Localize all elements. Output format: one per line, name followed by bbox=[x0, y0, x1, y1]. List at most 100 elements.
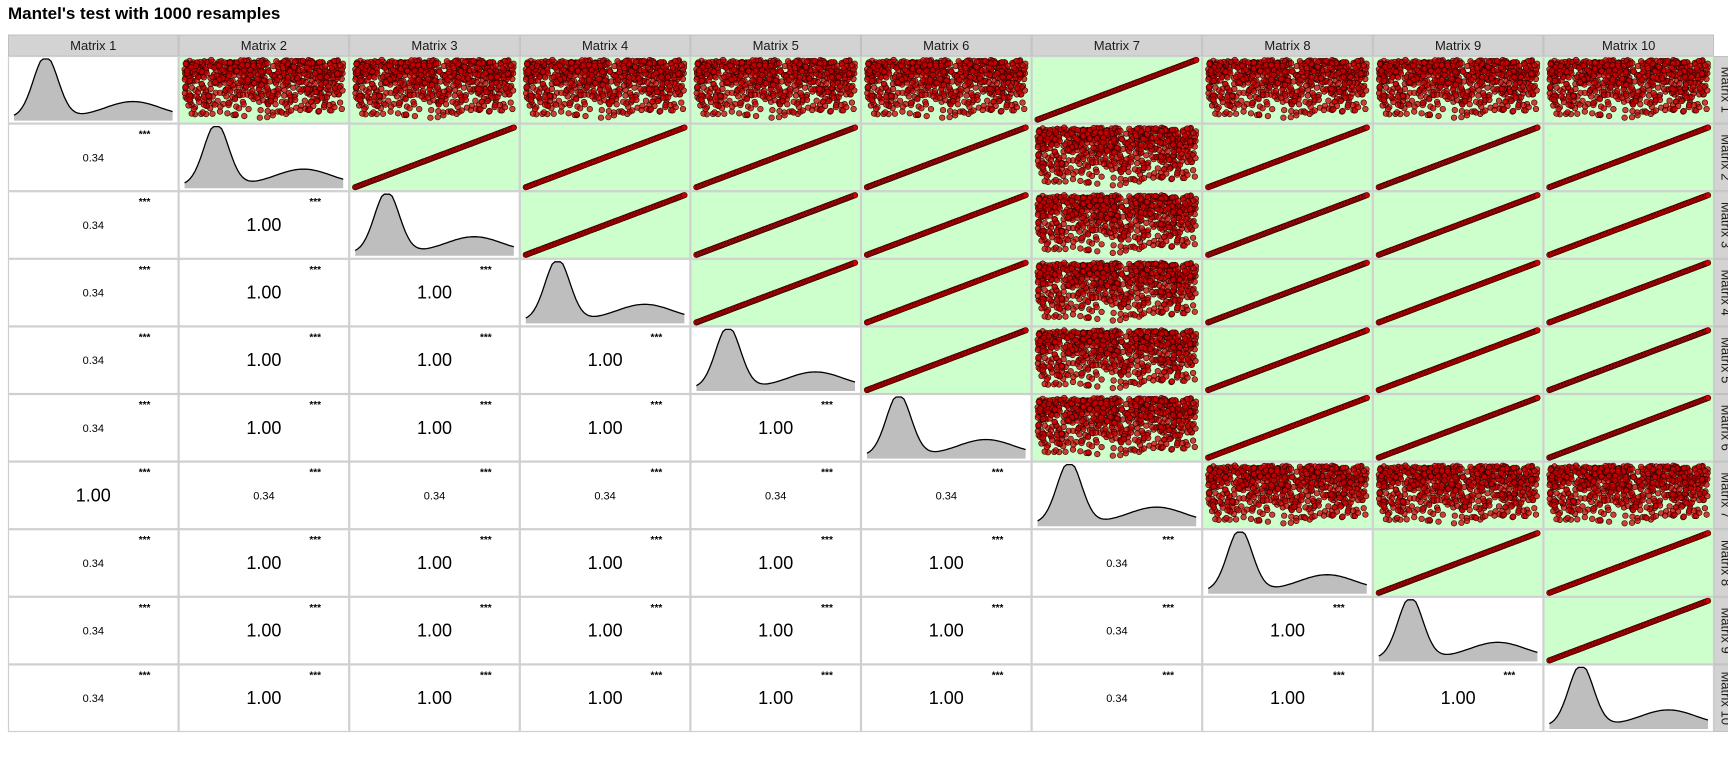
scatter-point bbox=[435, 107, 442, 115]
scatter-point bbox=[496, 83, 503, 90]
scatter-point bbox=[882, 109, 889, 116]
scatter-point bbox=[1491, 106, 1498, 114]
scatter-point bbox=[184, 67, 191, 74]
scatter-point bbox=[529, 84, 537, 91]
scatter-point bbox=[546, 92, 553, 100]
scatter-point bbox=[994, 88, 1002, 96]
scatter-point bbox=[1426, 96, 1433, 103]
scatter-point bbox=[371, 101, 378, 108]
scatter-point bbox=[1393, 109, 1401, 116]
scatter-point bbox=[996, 97, 1003, 105]
scatter-point bbox=[833, 62, 841, 69]
scatter-panel bbox=[349, 55, 520, 124]
scatter-point bbox=[675, 70, 682, 77]
scatter-point bbox=[361, 105, 368, 112]
scatter-point bbox=[622, 92, 629, 99]
scatter-point bbox=[380, 110, 387, 117]
scatter-point bbox=[364, 93, 371, 100]
column-label: Matrix 4 bbox=[582, 38, 628, 53]
scatter-point bbox=[998, 107, 1005, 115]
scatter-point bbox=[235, 105, 243, 112]
scatter-point bbox=[779, 97, 786, 105]
scatter-point bbox=[331, 104, 338, 111]
scatter-point bbox=[752, 101, 759, 108]
density-panel bbox=[7, 55, 179, 124]
scatter-point bbox=[1347, 73, 1354, 81]
scatter-point bbox=[976, 75, 983, 82]
row-label: Matrix 1 bbox=[1719, 67, 1728, 113]
scatter-point bbox=[1421, 59, 1428, 66]
scatter-point bbox=[436, 68, 443, 75]
scatter-point bbox=[678, 62, 685, 69]
scatter-point bbox=[759, 93, 766, 100]
scatter-point bbox=[311, 80, 318, 87]
scatter-point bbox=[294, 75, 301, 82]
scatter-point bbox=[1263, 91, 1270, 98]
scatter-point bbox=[247, 93, 255, 100]
scatter-point bbox=[1325, 97, 1332, 104]
scatter-point bbox=[595, 94, 602, 101]
row-label: Matrix 5 bbox=[1719, 337, 1728, 383]
scatter-point bbox=[209, 110, 216, 117]
scatter-point bbox=[548, 85, 556, 92]
scatter-point bbox=[397, 59, 404, 66]
scatter-point bbox=[647, 105, 655, 113]
scatter-point bbox=[769, 106, 776, 114]
scatter-point bbox=[370, 109, 377, 116]
scatter-point bbox=[738, 59, 746, 66]
scatter-point bbox=[472, 97, 479, 104]
scatter-point bbox=[719, 85, 726, 92]
scatter-point bbox=[239, 61, 246, 68]
scatter-point bbox=[765, 75, 773, 82]
scatter-point bbox=[394, 110, 402, 117]
scatter-point bbox=[1434, 101, 1441, 108]
scatter-point bbox=[288, 107, 295, 114]
scatter-point bbox=[1004, 62, 1011, 69]
scatter-point bbox=[824, 88, 831, 96]
scatter-point bbox=[1315, 58, 1322, 65]
scatter-point bbox=[200, 101, 207, 108]
scatter-point bbox=[269, 112, 276, 119]
scatter-point bbox=[1479, 74, 1486, 81]
scatter-point bbox=[312, 88, 319, 96]
scatter-point bbox=[887, 92, 895, 100]
column-label: Matrix 6 bbox=[923, 38, 969, 53]
scatter-point bbox=[264, 107, 271, 115]
scatter-point bbox=[890, 56, 897, 64]
scatter-point bbox=[221, 59, 228, 66]
scatter-point bbox=[354, 67, 362, 74]
scatter-point bbox=[527, 96, 534, 103]
scatter-point bbox=[1216, 93, 1224, 100]
scatter-point bbox=[1271, 93, 1278, 100]
scatter-point bbox=[1288, 107, 1295, 115]
scatter-point bbox=[998, 59, 1006, 66]
scatter-point bbox=[901, 66, 909, 73]
scatter-point bbox=[1326, 79, 1333, 86]
scatter-point bbox=[979, 106, 986, 114]
scatter-point bbox=[608, 97, 616, 105]
scatter-point bbox=[950, 97, 957, 105]
scatter-point bbox=[747, 105, 754, 112]
scatter-point bbox=[1458, 60, 1465, 67]
scatter-point bbox=[666, 83, 673, 90]
scatter-point bbox=[212, 78, 219, 86]
row-label: Matrix 9 bbox=[1719, 607, 1728, 653]
scatter-point bbox=[562, 59, 570, 66]
scatter-point bbox=[241, 112, 248, 120]
scatter-point bbox=[339, 87, 346, 94]
scatter-point bbox=[1289, 68, 1296, 75]
scatter-point bbox=[1270, 71, 1278, 78]
scatter-point bbox=[1495, 97, 1503, 104]
scatter-point bbox=[231, 96, 239, 103]
scatter-point bbox=[418, 93, 425, 100]
scatter-point bbox=[205, 92, 212, 100]
scatter-point bbox=[567, 79, 574, 86]
scatter-point bbox=[1418, 110, 1425, 117]
scatter-point bbox=[605, 107, 613, 115]
scatter-point bbox=[775, 84, 782, 91]
scatter-point bbox=[1281, 68, 1288, 75]
scatter-point bbox=[315, 107, 323, 115]
scatter-point bbox=[738, 88, 746, 95]
scatter-point bbox=[198, 80, 205, 87]
scatter-point bbox=[827, 107, 834, 115]
